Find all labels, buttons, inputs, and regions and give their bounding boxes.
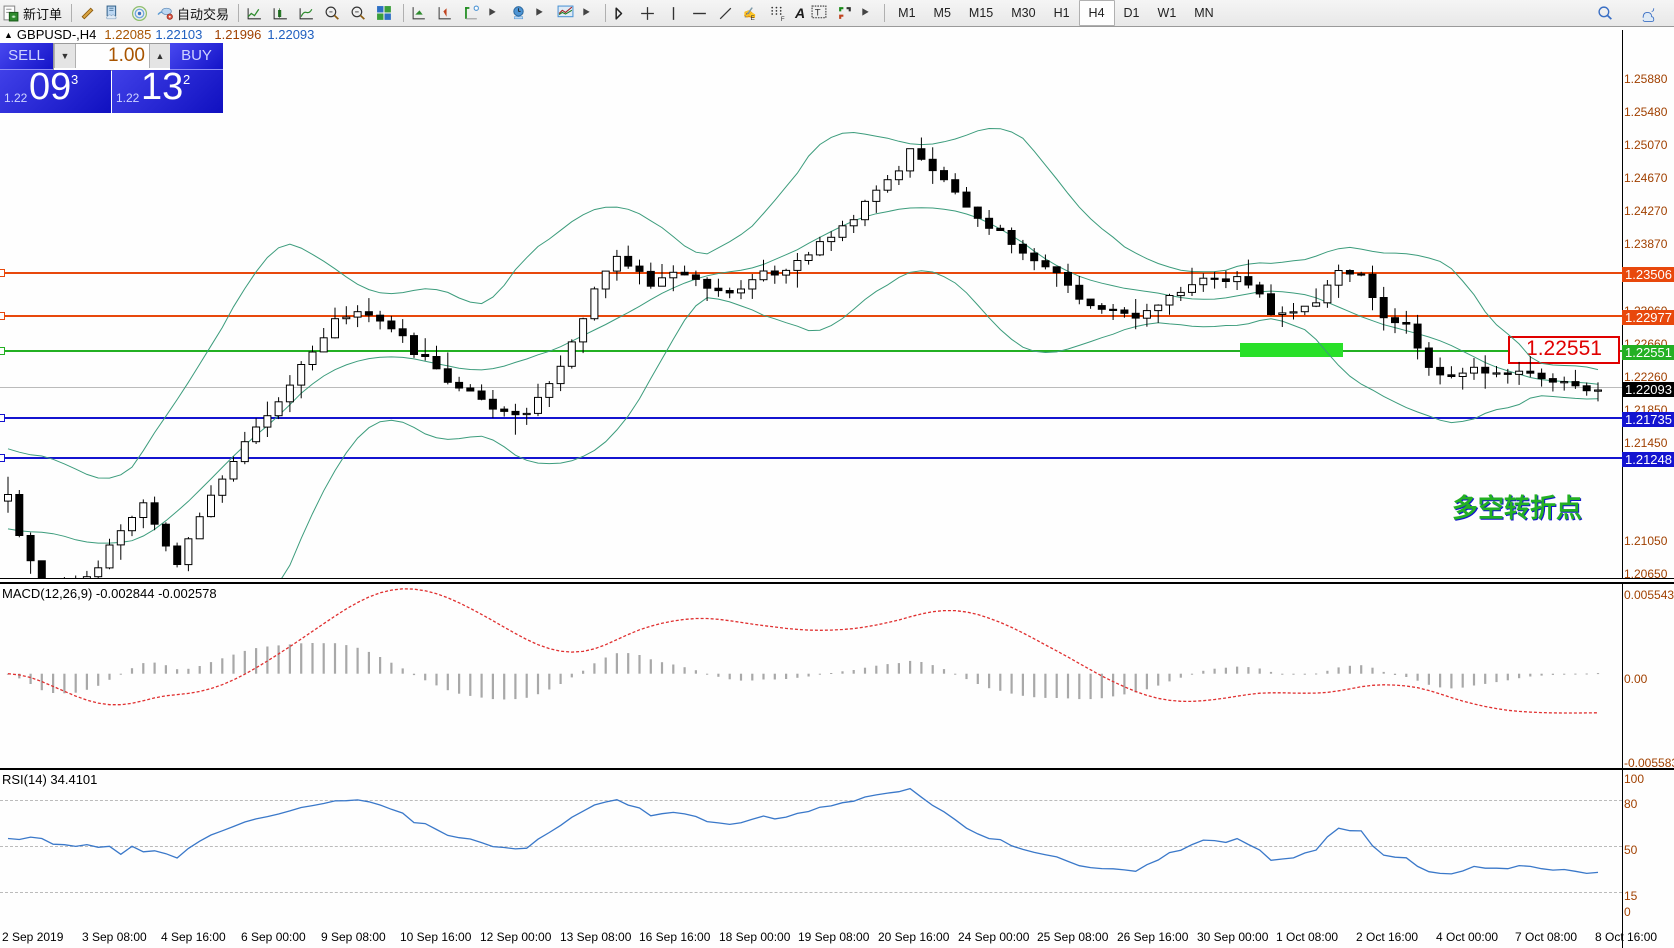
svg-text:E: E	[750, 14, 754, 21]
svg-text:F: F	[781, 15, 785, 21]
svg-text:T: T	[815, 7, 821, 18]
